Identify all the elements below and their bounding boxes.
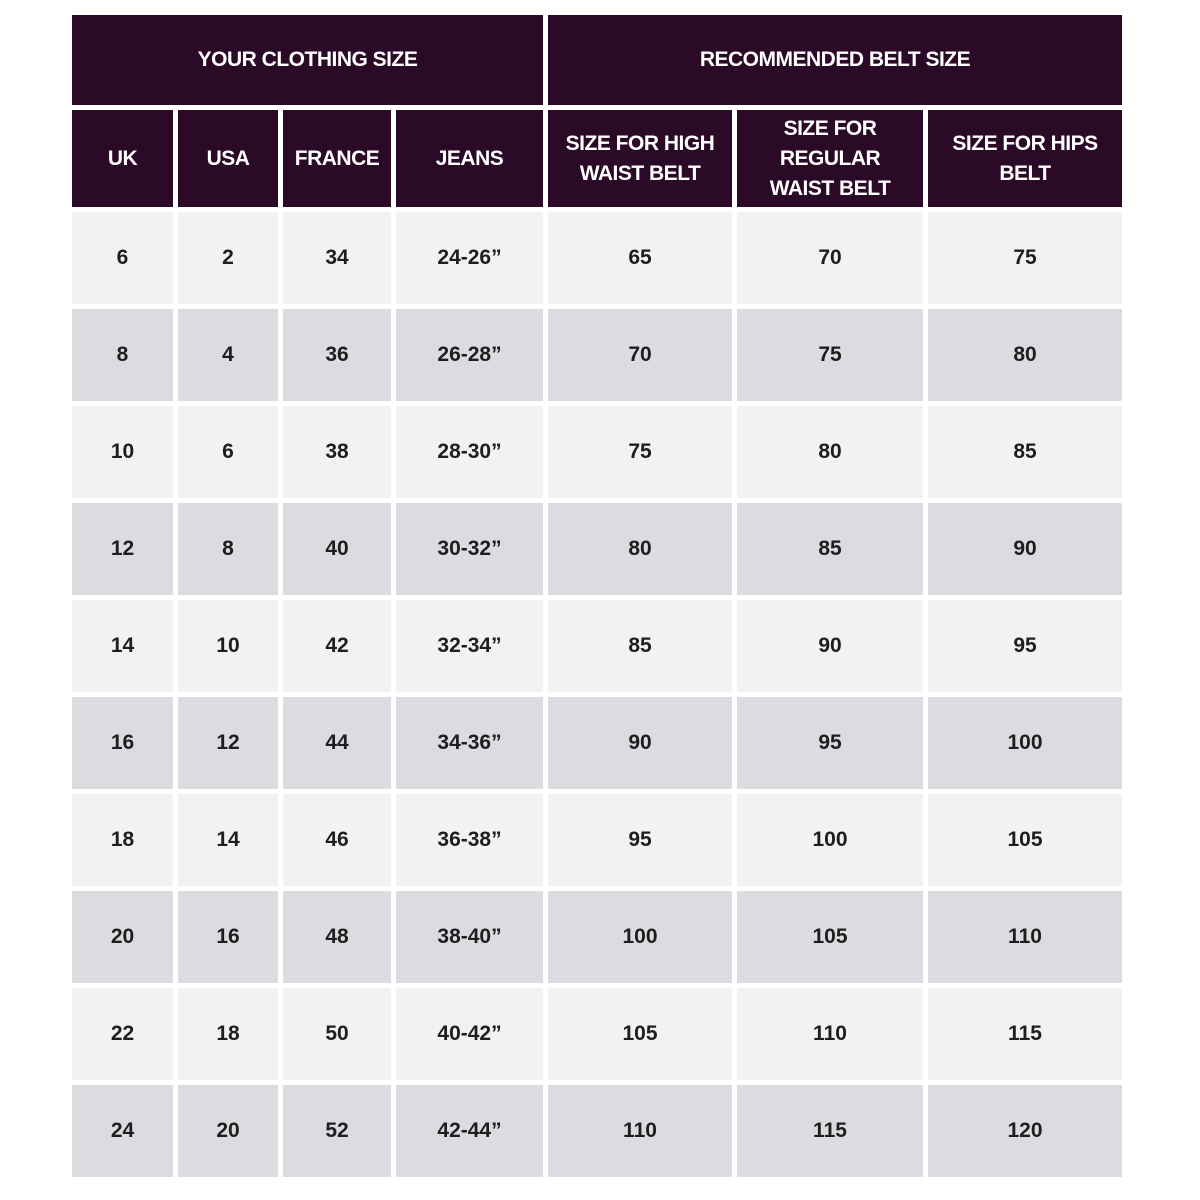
- table-cell: 48: [283, 891, 391, 983]
- table-cell: 18: [72, 794, 173, 886]
- table-cell: 38: [283, 406, 391, 498]
- table-cell: 115: [737, 1085, 923, 1177]
- table-cell: 80: [928, 309, 1122, 401]
- table-cell: 38-40”: [396, 891, 543, 983]
- table-cell: 6: [72, 212, 173, 304]
- table-cell: 80: [737, 406, 923, 498]
- table-cell: 10: [72, 406, 173, 498]
- table-cell: 95: [928, 600, 1122, 692]
- table-cell: 52: [283, 1085, 391, 1177]
- column-header: SIZE FOR HIGH WAIST BELT: [548, 110, 732, 207]
- table-cell: 28-30”: [396, 406, 543, 498]
- size-table: YOUR CLOTHING SIZE RECOMMENDED BELT SIZE…: [72, 15, 1124, 1177]
- table-cell: 110: [928, 891, 1122, 983]
- table-cell: 16: [178, 891, 278, 983]
- table-cell: 100: [737, 794, 923, 886]
- table-cell: 100: [548, 891, 732, 983]
- column-header: FRANCE: [283, 110, 391, 207]
- table-cell: 10: [178, 600, 278, 692]
- table-cell: 20: [72, 891, 173, 983]
- table-cell: 90: [737, 600, 923, 692]
- table-cell: 100: [928, 697, 1122, 789]
- column-header: SIZE FOR REGULAR WAIST BELT: [737, 110, 923, 207]
- table-cell: 80: [548, 503, 732, 595]
- table-cell: 70: [548, 309, 732, 401]
- table-cell: 24: [72, 1085, 173, 1177]
- table-cell: 40: [283, 503, 391, 595]
- table-cell: 75: [928, 212, 1122, 304]
- table-cell: 18: [178, 988, 278, 1080]
- table-cell: 8: [178, 503, 278, 595]
- table-cell: 105: [737, 891, 923, 983]
- table-cell: 42: [283, 600, 391, 692]
- column-header: SIZE FOR HIPS BELT: [928, 110, 1122, 207]
- column-header: JEANS: [396, 110, 543, 207]
- table-cell: 36: [283, 309, 391, 401]
- table-cell: 46: [283, 794, 391, 886]
- table-cell: 6: [178, 406, 278, 498]
- table-cell: 110: [737, 988, 923, 1080]
- column-header: UK: [72, 110, 173, 207]
- table-cell: 70: [737, 212, 923, 304]
- table-cell: 42-44”: [396, 1085, 543, 1177]
- table-cell: 32-34”: [396, 600, 543, 692]
- table-cell: 105: [548, 988, 732, 1080]
- table-cell: 14: [178, 794, 278, 886]
- table-cell: 40-42”: [396, 988, 543, 1080]
- table-cell: 75: [548, 406, 732, 498]
- table-cell: 12: [72, 503, 173, 595]
- table-cell: 8: [72, 309, 173, 401]
- table-cell: 110: [548, 1085, 732, 1177]
- group-header: YOUR CLOTHING SIZE: [72, 15, 543, 105]
- table-cell: 90: [548, 697, 732, 789]
- table-cell: 95: [548, 794, 732, 886]
- table-cell: 22: [72, 988, 173, 1080]
- table-cell: 26-28”: [396, 309, 543, 401]
- table-cell: 34-36”: [396, 697, 543, 789]
- table-cell: 4: [178, 309, 278, 401]
- column-header: USA: [178, 110, 278, 207]
- table-cell: 85: [737, 503, 923, 595]
- table-cell: 50: [283, 988, 391, 1080]
- table-cell: 65: [548, 212, 732, 304]
- table-cell: 90: [928, 503, 1122, 595]
- table-cell: 95: [737, 697, 923, 789]
- table-cell: 12: [178, 697, 278, 789]
- table-cell: 75: [737, 309, 923, 401]
- group-header: RECOMMENDED BELT SIZE: [548, 15, 1122, 105]
- table-cell: 14: [72, 600, 173, 692]
- table-cell: 16: [72, 697, 173, 789]
- table-cell: 115: [928, 988, 1122, 1080]
- table-cell: 20: [178, 1085, 278, 1177]
- table-cell: 2: [178, 212, 278, 304]
- table-cell: 120: [928, 1085, 1122, 1177]
- table-cell: 24-26”: [396, 212, 543, 304]
- table-cell: 34: [283, 212, 391, 304]
- table-cell: 85: [928, 406, 1122, 498]
- table-cell: 36-38”: [396, 794, 543, 886]
- table-cell: 105: [928, 794, 1122, 886]
- table-cell: 30-32”: [396, 503, 543, 595]
- table-cell: 44: [283, 697, 391, 789]
- table-cell: 85: [548, 600, 732, 692]
